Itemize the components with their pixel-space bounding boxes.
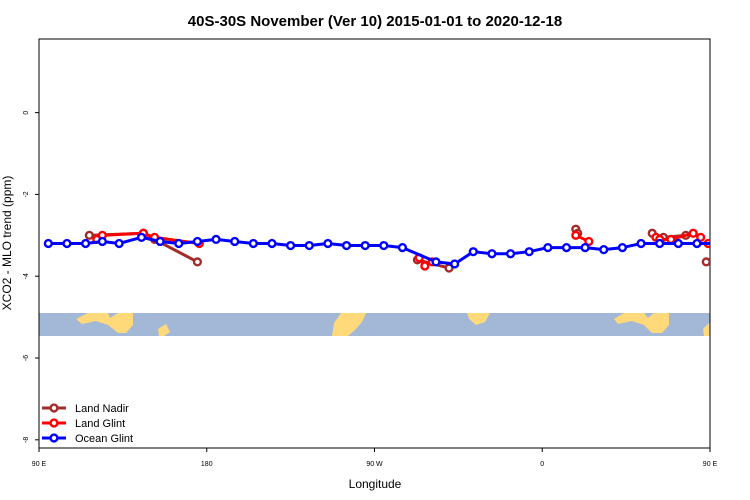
data-point xyxy=(43,238,53,249)
data-point xyxy=(211,234,221,245)
data-point xyxy=(397,242,408,253)
y-tick-label: -6 xyxy=(23,355,30,361)
y-tick-label: 0 xyxy=(23,111,30,115)
axes: 90 E 180 90 W 0 90 E 0 -2 -4 -6 -8 xyxy=(23,111,718,468)
plot-frame xyxy=(38,38,711,449)
x-tick-label: 90 W xyxy=(366,461,383,468)
data-point xyxy=(80,238,91,249)
data-point xyxy=(561,242,572,253)
x-tick-label: 90 E xyxy=(703,461,718,468)
y-tick-label: -2 xyxy=(23,191,30,197)
data-point xyxy=(688,228,698,238)
data-point xyxy=(379,240,389,251)
data-point xyxy=(192,236,203,247)
data-point xyxy=(666,234,676,245)
series-layer xyxy=(43,224,738,273)
data-point xyxy=(692,238,702,249)
data-point xyxy=(673,238,683,249)
legend-marker xyxy=(49,418,59,428)
series-ocean-glint xyxy=(43,232,738,269)
legend-label: Land Glint xyxy=(75,418,125,430)
y-tick-label: -4 xyxy=(23,273,30,279)
data-point xyxy=(580,242,590,253)
data-point xyxy=(636,238,646,249)
legend-marker xyxy=(49,403,59,413)
data-point xyxy=(286,240,296,251)
data-point xyxy=(136,232,147,242)
data-point xyxy=(617,242,627,253)
data-point xyxy=(571,230,581,240)
y-axis-label: XCO2 - MLO trend (ppm) xyxy=(0,176,14,311)
data-point xyxy=(468,247,478,257)
x-axis-label: Longitude xyxy=(349,477,402,491)
legend-label: Ocean Glint xyxy=(75,433,133,445)
data-point xyxy=(696,232,706,242)
data-point xyxy=(230,236,240,247)
data-point xyxy=(97,236,107,247)
data-point xyxy=(174,238,184,249)
data-point xyxy=(584,236,594,247)
legend: Land Nadir Land Glint Ocean Glint xyxy=(42,403,133,445)
data-point xyxy=(712,240,719,247)
data-point xyxy=(487,249,497,259)
legend-marker xyxy=(49,433,59,443)
data-point xyxy=(84,230,94,240)
chart-title: 40S-30S November (Ver 10) 2015-01-01 to … xyxy=(188,13,562,30)
x-tick-label: 180 xyxy=(201,461,213,468)
data-point xyxy=(450,259,460,269)
data-point xyxy=(655,238,665,249)
data-point xyxy=(599,245,609,255)
data-point xyxy=(701,257,710,267)
data-point xyxy=(192,257,203,267)
y-tick-label: -8 xyxy=(23,437,30,443)
data-point xyxy=(543,242,553,253)
data-point xyxy=(114,238,124,249)
data-point xyxy=(505,249,516,259)
data-point xyxy=(341,240,352,251)
world-map-strip xyxy=(39,313,710,336)
x-tick-label: 90 E xyxy=(32,461,47,468)
data-point xyxy=(304,240,314,251)
data-point xyxy=(360,240,370,251)
data-point xyxy=(420,261,430,271)
data-point xyxy=(248,238,258,249)
data-point xyxy=(731,240,738,247)
data-point xyxy=(62,238,72,249)
data-point xyxy=(524,247,534,257)
data-point xyxy=(267,238,277,249)
legend-label: Land Nadir xyxy=(75,403,129,415)
data-point xyxy=(323,238,333,249)
data-point xyxy=(431,257,441,267)
x-tick-label: 0 xyxy=(540,461,544,468)
data-point xyxy=(155,236,165,247)
